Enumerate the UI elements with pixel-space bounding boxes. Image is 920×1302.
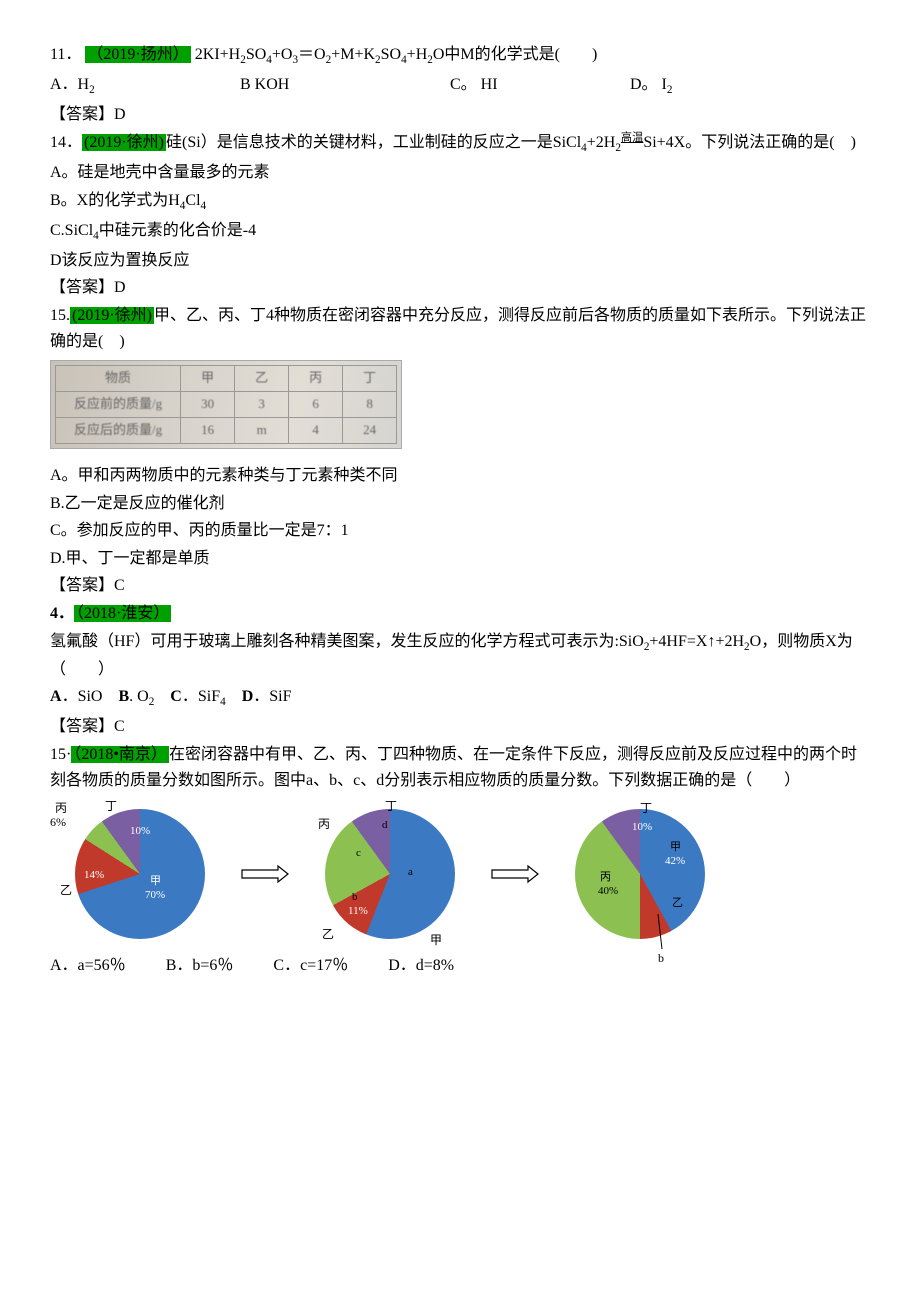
q15a-source: (2019·徐州) xyxy=(70,307,154,324)
th-substance: 物质 xyxy=(56,366,181,392)
q11-optC: C。 HI xyxy=(450,72,630,100)
pie3-ding-pct: 10% xyxy=(632,819,652,837)
q4-source: （2018·淮安） xyxy=(74,605,171,622)
pie1-ding-label: 丁 xyxy=(105,797,117,816)
q11-answer-val: D xyxy=(114,106,126,123)
pie2-yi-pct: 11% xyxy=(348,903,368,921)
q14-optA: A。硅是地壳中含量最多的元素 xyxy=(50,160,870,186)
pie1-yi-label: 乙 xyxy=(60,881,72,900)
q15b-optB: B．b=6％ xyxy=(166,953,234,979)
answer-label: 答案 xyxy=(50,718,114,735)
q4-text: 氢氟酸（HF）可用于玻璃上雕刻各种精美图案，发生反应的化学方程式可表示为:SiO… xyxy=(50,629,870,683)
pie1-ding-pct: 10% xyxy=(130,823,150,841)
table-row: 反应后的质量/g 16 m 4 24 xyxy=(56,417,397,443)
q15b-options: A．a=56％ B．b=6％ C．c=17％ D．d=8% xyxy=(50,953,870,979)
pie2-c-label: c xyxy=(356,845,361,863)
answer-label: 答案 xyxy=(50,106,114,123)
q15b-number: 15· xyxy=(50,746,71,763)
q15a-answer: 答案C xyxy=(50,573,870,599)
q14-answer-val: D xyxy=(114,279,126,296)
q15b-stem: 15·（2018•南京）在密闭容器中有甲、乙、丙、丁四种物质、在一定条件下反应，… xyxy=(50,742,870,793)
pie3-jia-pct: 42% xyxy=(665,853,685,871)
q11-number: 11． xyxy=(50,46,81,63)
q15a-stem: 15.(2019·徐州)甲、乙、丙、丁4种物质在密闭容器中充分反应，测得反应前后… xyxy=(50,303,870,354)
pie-charts-row: 丙 6% 丁 10% 乙 14% 甲 70% 丙 丁 d c a b 11% 乙… xyxy=(50,799,870,949)
q14-text: 硅(Si）是信息技术的关键材料，工业制硅的反应之一是SiCl4+2H2高温Si+… xyxy=(166,134,856,151)
q15a-optA: A。甲和丙两物质中的元素种类与丁元素种类不同 xyxy=(50,463,870,489)
q4-answer: 答案C xyxy=(50,714,870,740)
q14-optB: B。X的化学式为H4Cl4 xyxy=(50,188,870,216)
q15b-optA: A．a=56％ xyxy=(50,953,126,979)
mass-table: 物质 甲 乙 丙 丁 反应前的质量/g 30 3 6 8 反应后的质量/g 16… xyxy=(50,360,402,448)
q4-optB: B. O2 xyxy=(118,688,154,705)
q15a-optC: C。参加反应的甲、丙的质量比一定是7：1 xyxy=(50,518,870,544)
q15a-answer-val: C xyxy=(114,577,125,594)
q4-head: 4．（2018·淮安） xyxy=(50,601,870,627)
q14-number: 14． xyxy=(50,134,82,151)
q15b-optD: D．d=8% xyxy=(388,953,454,979)
q11-optB: B KOH xyxy=(240,72,450,100)
pie-chart-1: 丙 6% 丁 10% 乙 14% 甲 70% xyxy=(50,799,230,949)
pie2-ding-label: 丁 xyxy=(385,797,397,816)
q11-source: （2019·扬州） xyxy=(85,46,190,63)
arrow-icon xyxy=(240,864,290,884)
q14-answer: 答案D xyxy=(50,275,870,301)
table-row: 物质 甲 乙 丙 丁 xyxy=(56,366,397,392)
q4-optC: C．SiF4 xyxy=(170,688,225,705)
q15a-text: 甲、乙、丙、丁4种物质在密闭容器中充分反应，测得反应前后各物质的质量如下表所示。… xyxy=(50,307,866,350)
q15a-optD: D.甲、丁一定都是单质 xyxy=(50,546,870,572)
q11-optA: A．H2 xyxy=(50,72,240,100)
pie2-bing-label: 丙 xyxy=(318,815,330,834)
pie3-yi-label: 乙 xyxy=(672,895,683,913)
q11-stem: 11． （2019·扬州） 2KI+H2SO4+O3＝O2+M+K2SO4+H2… xyxy=(50,42,870,70)
q4-optD: D．SiF xyxy=(242,688,292,705)
pie2-yi-label: 乙 xyxy=(322,925,334,944)
q11-answer: 答案D xyxy=(50,102,870,128)
q11-equation: 2KI+H2SO4+O3＝O2+M+K2SO4+H2O中M的化学式是( ) xyxy=(195,46,598,63)
q15b-optC: C．c=17％ xyxy=(273,953,348,979)
q15b-source: （2018•南京） xyxy=(71,746,169,763)
pie-chart-3: 丁 10% 甲 42% 丙 40% 乙 b xyxy=(550,799,730,949)
leader-line-icon xyxy=(650,914,670,954)
pie-chart-2: 丙 丁 d c a b 11% 乙 甲 xyxy=(300,799,480,949)
arrow-icon xyxy=(490,864,540,884)
pie2-d-label: d xyxy=(382,817,388,835)
q4-number: 4． xyxy=(50,605,74,622)
q14-optD: D该反应为置换反应 xyxy=(50,248,870,274)
pie2-jia-label: 甲 xyxy=(430,931,442,950)
q4-options: A．SiO B. O2 C．SiF4 D．SiF xyxy=(50,684,870,712)
pie1-yi-pct: 14% xyxy=(84,867,104,885)
q15b-text: 在密闭容器中有甲、乙、丙、丁四种物质、在一定条件下反应，测得反应前及反应过程中的… xyxy=(50,746,857,789)
q4-optA: A．SiO xyxy=(50,688,102,705)
q15a-optB: B.乙一定是反应的催化剂 xyxy=(50,491,870,517)
q14-optC: C.SiCl4中硅元素的化合价是-4 xyxy=(50,218,870,246)
pie2-a-label: a xyxy=(408,864,413,882)
pie2-disc xyxy=(325,809,455,939)
q11-optD: D。 I2 xyxy=(630,72,672,100)
pie1-bing-pct: 6% xyxy=(50,813,66,832)
answer-label: 答案 xyxy=(50,577,114,594)
q4-answer-val: C xyxy=(114,718,125,735)
pie3-ding-label: 丁 xyxy=(640,799,652,818)
q14-stem: 14．(2019·徐州)硅(Si）是信息技术的关键材料，工业制硅的反应之一是Si… xyxy=(50,130,870,158)
pie1-jia-pct: 70% xyxy=(145,887,165,905)
q14-source: (2019·徐州) xyxy=(82,134,166,151)
q11-options: A．H2 B KOH C。 HI D。 I2 xyxy=(50,72,870,100)
q15a-number: 15. xyxy=(50,307,70,324)
high-temp-label: 高温 xyxy=(621,132,643,144)
answer-label: 答案 xyxy=(50,279,114,296)
table-row: 反应前的质量/g 30 3 6 8 xyxy=(56,391,397,417)
pie3-bing-pct: 40% xyxy=(598,883,618,901)
